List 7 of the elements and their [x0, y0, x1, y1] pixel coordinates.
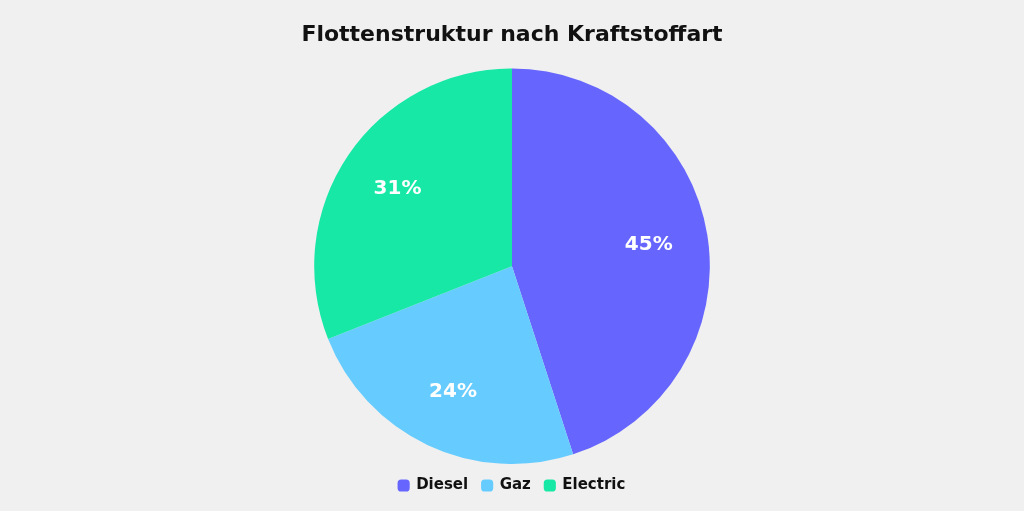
- data-label: 24%: [429, 377, 477, 402]
- legend-label: Diesel: [416, 475, 469, 494]
- legend-label: Gaz: [499, 475, 532, 494]
- data-label: 45%: [624, 230, 673, 255]
- legend-label: Electric: [562, 475, 626, 494]
- data-label: 31%: [373, 174, 422, 199]
- chart-title: Flottenstruktur nach Kraftstoffart: [301, 20, 724, 46]
